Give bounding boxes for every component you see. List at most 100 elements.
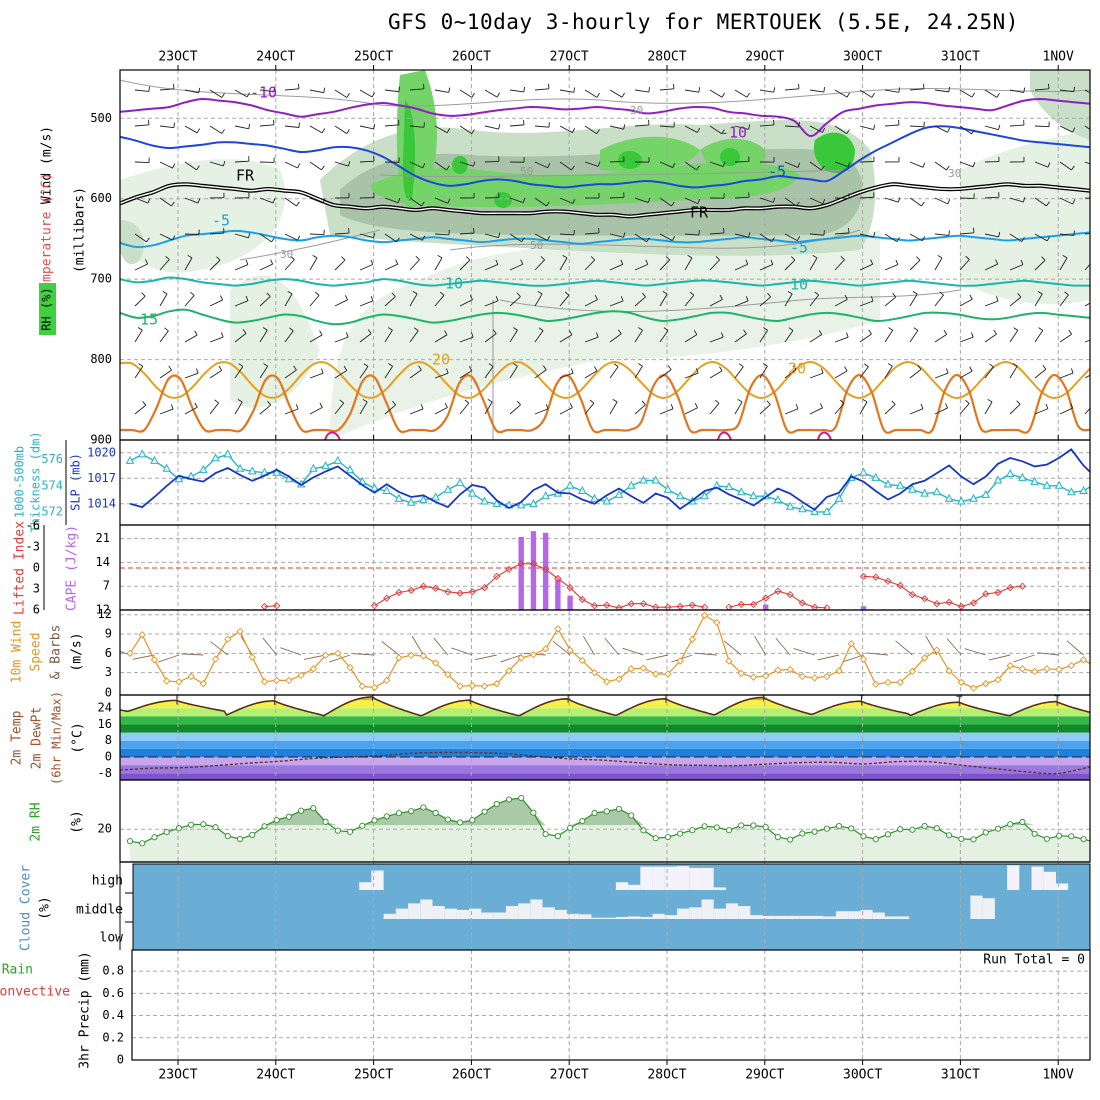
thickness-point bbox=[529, 499, 538, 508]
wind-barb bbox=[359, 366, 369, 379]
cape-bar bbox=[860, 606, 867, 610]
wind-barb bbox=[709, 259, 720, 271]
wind-barb bbox=[784, 197, 797, 207]
wind-barb-flag bbox=[590, 256, 596, 261]
rh-point bbox=[591, 809, 598, 817]
wind-barb bbox=[759, 296, 771, 307]
wind-speed-point bbox=[1093, 664, 1099, 670]
wind-tick-label: 0 bbox=[105, 686, 112, 700]
wind-speed-point bbox=[615, 675, 623, 683]
wind-barb-flag bbox=[168, 365, 172, 371]
wind-barb bbox=[784, 330, 794, 343]
wind-barb bbox=[1059, 294, 1069, 307]
wind-barb bbox=[659, 88, 674, 91]
wind-barb bbox=[609, 125, 624, 130]
wind-barb-flag bbox=[898, 87, 901, 93]
wind-barb bbox=[384, 263, 398, 271]
rh-point bbox=[273, 816, 280, 824]
rh-point bbox=[310, 805, 317, 812]
wind-speed-point bbox=[957, 678, 965, 686]
wind-barb bbox=[634, 89, 649, 93]
wind-barb-flag bbox=[446, 368, 449, 374]
lifted-index-point bbox=[639, 600, 648, 608]
wind-barb-flag bbox=[891, 400, 896, 405]
wind-barb-flag bbox=[513, 327, 518, 331]
rh-point bbox=[1068, 833, 1075, 840]
thickness-point bbox=[590, 493, 599, 502]
cloud-middle-bar bbox=[774, 915, 788, 919]
wind-barb bbox=[859, 233, 874, 238]
freezing-level-line-inner bbox=[120, 183, 1090, 218]
wind-barb bbox=[884, 124, 899, 127]
wind-barb bbox=[934, 294, 944, 307]
wind-barb bbox=[734, 196, 750, 199]
rh-point bbox=[1080, 836, 1087, 843]
wind-speed-point bbox=[713, 618, 721, 627]
rh-fill-light bbox=[230, 275, 320, 408]
wind-speed-point bbox=[554, 625, 562, 633]
temp-tick-label: 16 bbox=[98, 717, 112, 731]
wind-barb bbox=[184, 257, 193, 271]
wind-barb-flag bbox=[495, 296, 499, 302]
wind-barb bbox=[209, 89, 223, 98]
wind-speed-point bbox=[309, 665, 318, 673]
rh-point bbox=[457, 819, 464, 826]
wind-barb-flag bbox=[969, 294, 973, 300]
wind-barb-flag bbox=[196, 128, 201, 134]
wind-barb-flag bbox=[218, 365, 223, 371]
wind-barb-flag bbox=[873, 124, 876, 130]
wind-barb-flag bbox=[138, 363, 144, 367]
wind-barb bbox=[552, 640, 571, 656]
cloud-middle-bar bbox=[628, 916, 641, 919]
wind-barb bbox=[234, 125, 249, 130]
wind-barb bbox=[534, 369, 547, 379]
wind-barb-flag bbox=[562, 254, 568, 259]
contour-label: 50 bbox=[530, 239, 543, 252]
wind-barb-flag bbox=[819, 403, 823, 409]
wind-barb-flag bbox=[522, 197, 526, 203]
wind-barb bbox=[500, 654, 522, 663]
wind-speed-point bbox=[823, 672, 831, 681]
cloud-middle-bar bbox=[811, 915, 824, 919]
wind-barb-flag bbox=[1091, 256, 1095, 259]
wind-barb bbox=[559, 89, 574, 93]
wind-speed-point bbox=[431, 659, 440, 667]
wind-barb-flag bbox=[714, 399, 720, 404]
label-layer: 23OCT 23OCT 24OCT 24OCT 25OCT 25OCT 26OCT 26OCT… bbox=[0, 50, 1088, 1083]
wind-barb-flag bbox=[1062, 254, 1068, 259]
wind-barb bbox=[259, 366, 269, 379]
rh-fill-bright-core bbox=[618, 151, 642, 169]
wind-barb-flag bbox=[270, 259, 274, 265]
wind-barb bbox=[384, 233, 397, 243]
wind-barb bbox=[259, 197, 274, 204]
contour-label: -10 bbox=[720, 124, 747, 142]
wind-barb bbox=[509, 124, 524, 127]
wind-barb-flag bbox=[1095, 295, 1097, 299]
wind-speed-point bbox=[248, 653, 256, 661]
frame-layer bbox=[43, 65, 1091, 1065]
wind-barb bbox=[834, 336, 849, 343]
wind-barb bbox=[659, 330, 669, 343]
wind-barb-flag bbox=[344, 295, 348, 301]
wind-barb-flag bbox=[1037, 291, 1043, 295]
wind-barb bbox=[1084, 125, 1090, 130]
rh-point bbox=[774, 834, 781, 841]
wind-barb bbox=[984, 196, 1000, 199]
wind-barb bbox=[259, 329, 268, 343]
wind-speed-point bbox=[1067, 661, 1075, 670]
wind-barb bbox=[159, 369, 172, 379]
wind-speed-point bbox=[920, 654, 929, 662]
run-total-bg bbox=[978, 951, 1088, 968]
wind-barb bbox=[484, 366, 494, 379]
cloud-middle-bar bbox=[860, 909, 873, 919]
wind-barb bbox=[984, 89, 998, 98]
wind-barb bbox=[259, 124, 274, 127]
cloud-middle-bar bbox=[664, 915, 678, 919]
rh-point bbox=[518, 794, 525, 802]
isotherm-15 bbox=[120, 308, 1090, 326]
cloud-middle-bar bbox=[640, 916, 653, 919]
wind-barb-flag bbox=[618, 329, 622, 335]
cloud-middle-bar bbox=[542, 907, 555, 919]
wind-barb bbox=[684, 89, 699, 93]
wind-barb-flag bbox=[766, 400, 771, 405]
